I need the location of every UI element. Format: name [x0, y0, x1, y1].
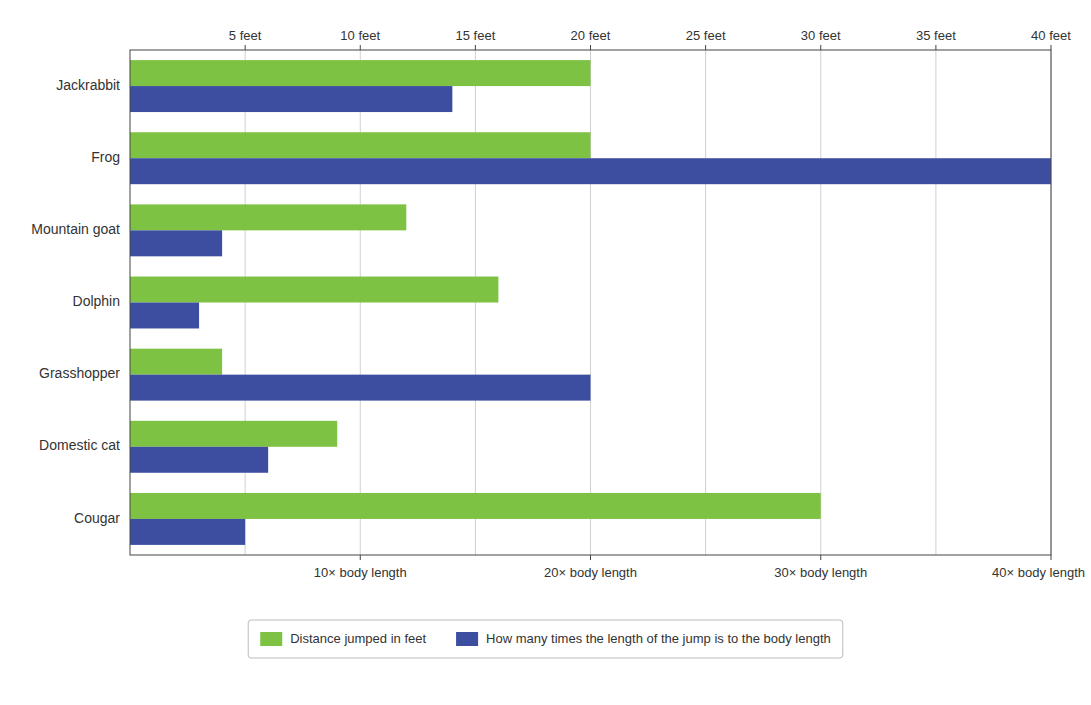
- tick-label: 40× body length: [992, 565, 1085, 580]
- category-label: Grasshopper: [39, 365, 120, 381]
- bar: [130, 447, 268, 473]
- legend: Distance jumped in feet How many times th…: [248, 620, 843, 658]
- legend-item: How many times the length of the jump is…: [456, 631, 831, 646]
- tick-label: 15 feet: [455, 28, 495, 43]
- bar: [130, 375, 591, 401]
- tick-label: 20× body length: [544, 565, 637, 580]
- tick-label: 35 feet: [916, 28, 956, 43]
- tick-mark: [590, 45, 591, 50]
- tick-mark: [935, 45, 936, 50]
- bar: [130, 60, 591, 86]
- tick-label: 5 feet: [229, 28, 262, 43]
- tick-mark: [475, 45, 476, 50]
- category-label: Cougar: [74, 510, 120, 526]
- tick-mark: [820, 45, 821, 50]
- tick-mark: [705, 45, 706, 50]
- grid-line: [590, 50, 591, 555]
- tick-mark: [820, 555, 821, 560]
- bottom-axis: 10× body length 20× body length 30× body l…: [314, 555, 1085, 580]
- legend-label: How many times the length of the jump is…: [486, 631, 831, 646]
- legend-item: Distance jumped in feet: [260, 631, 426, 646]
- bar: [130, 349, 222, 375]
- bar: [130, 493, 821, 519]
- y-axis: Cougar Domestic cat Grasshopper Dolphin Moun…: [31, 77, 120, 526]
- category-label: Dolphin: [73, 293, 120, 309]
- tick-mark: [360, 45, 361, 50]
- grid-line: [935, 50, 936, 555]
- grid-line: [705, 50, 706, 555]
- category-label: Domestic cat: [39, 437, 120, 453]
- category-label: Jackrabbit: [56, 77, 120, 93]
- tick-label: 40 feet: [1031, 28, 1071, 43]
- category-label: Frog: [91, 149, 120, 165]
- top-axis: 5 feet 10 feet 15 feet 20 feet 25 feet 30 fee…: [229, 28, 1071, 50]
- bar: [130, 277, 498, 303]
- bar: [130, 86, 452, 112]
- legend-swatch: [456, 632, 478, 646]
- bar: [130, 204, 406, 230]
- grid-line: [820, 50, 821, 555]
- chart: 5 feet 10 feet 15 feet 20 feet 25 feet 30 fee…: [0, 0, 1091, 705]
- tick-mark: [245, 45, 246, 50]
- tick-label: 30× body length: [774, 565, 867, 580]
- bar: [130, 230, 222, 256]
- tick-label: 25 feet: [686, 28, 726, 43]
- category-label: Mountain goat: [31, 221, 120, 237]
- tick-label: 10× body length: [314, 565, 407, 580]
- tick-mark: [360, 555, 361, 560]
- plot-frame: [130, 50, 1051, 555]
- legend-frame: [248, 620, 843, 658]
- bar: [130, 519, 245, 545]
- legend-label: Distance jumped in feet: [290, 631, 426, 646]
- tick-label: 10 feet: [340, 28, 380, 43]
- bars: [130, 60, 1051, 545]
- bar: [130, 158, 1051, 184]
- bar: [130, 132, 591, 158]
- tick-label: 30 feet: [801, 28, 841, 43]
- tick-label: 20 feet: [571, 28, 611, 43]
- legend-swatch: [260, 632, 282, 646]
- tick-mark: [1051, 555, 1052, 560]
- bar: [130, 421, 337, 447]
- tick-mark: [590, 555, 591, 560]
- bar: [130, 303, 199, 329]
- tick-mark: [1051, 45, 1052, 50]
